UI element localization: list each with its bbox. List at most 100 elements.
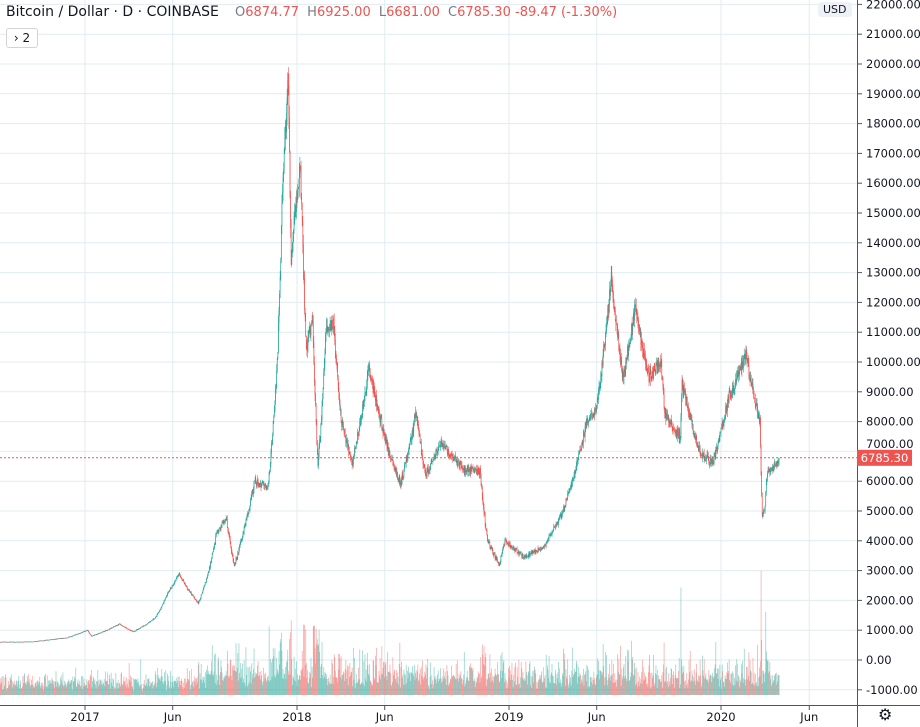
volume-bar <box>246 674 247 695</box>
volume-bar <box>652 675 654 695</box>
candle-body <box>576 459 578 466</box>
volume-bar <box>120 686 121 695</box>
volume-bar <box>356 682 358 695</box>
candle-body <box>720 432 721 433</box>
volume-bar <box>264 674 265 695</box>
candle-body <box>125 627 127 628</box>
candle-body <box>380 416 382 419</box>
candle-body <box>17 642 18 643</box>
candle-body <box>480 468 481 474</box>
volume-bar <box>7 688 9 695</box>
volume-bar <box>177 680 178 695</box>
candle-body <box>276 370 278 385</box>
volume-bar <box>371 685 373 695</box>
candle-body <box>23 641 24 643</box>
volume-bar <box>544 675 546 695</box>
volume-bar <box>357 680 359 695</box>
volume-bar <box>138 681 139 695</box>
volume-bar <box>566 679 568 695</box>
volume-bar <box>103 683 104 695</box>
candle-body <box>441 445 443 447</box>
candle-body <box>37 641 38 642</box>
gear-icon[interactable]: ⚙ <box>878 705 893 724</box>
volume-bar <box>537 688 538 695</box>
volume-bar <box>599 670 601 695</box>
candle-body <box>103 631 104 633</box>
candle-body <box>194 598 196 600</box>
candle-body <box>100 632 102 634</box>
volume-bar <box>195 678 196 695</box>
candle-body <box>648 367 649 373</box>
candle-body <box>279 277 281 294</box>
candle-body <box>243 527 245 533</box>
volume-bar <box>114 688 116 695</box>
candle-body <box>267 486 268 489</box>
candle-body <box>258 483 260 486</box>
candle-body <box>76 634 78 635</box>
candle-body <box>488 541 490 543</box>
volume-bar <box>23 683 24 695</box>
candle-body <box>765 492 767 507</box>
volume-bar <box>272 659 274 695</box>
candle-body <box>359 419 361 422</box>
volume-bar <box>66 687 67 695</box>
volume-bar <box>44 677 46 695</box>
volume-bar <box>607 685 609 695</box>
volume-bar <box>614 673 616 695</box>
candle-body <box>89 633 91 635</box>
volume-bar <box>246 666 248 695</box>
currency-badge[interactable]: USD <box>818 2 852 17</box>
price-axis[interactable]: 22000.0021000.0020000.0019000.0018000.00… <box>857 0 920 697</box>
candle-body <box>164 600 165 602</box>
candle-body <box>403 469 405 477</box>
volume-bar <box>280 639 282 695</box>
volume-bar <box>540 674 542 695</box>
volume-bar <box>387 671 389 695</box>
candle-body <box>712 460 714 463</box>
volume-bar <box>359 684 361 695</box>
candle-body <box>443 444 444 448</box>
candle-body <box>435 450 437 457</box>
candle-body <box>705 459 707 461</box>
candle-body <box>332 320 333 329</box>
candle-body <box>519 552 521 553</box>
volume-bar <box>64 680 66 695</box>
volume-bar <box>7 681 9 695</box>
candle-body <box>143 625 145 627</box>
candle-body <box>178 574 179 577</box>
candle-body <box>275 384 277 389</box>
volume-bar <box>352 686 354 695</box>
volume-bar <box>86 679 88 695</box>
volume-bar <box>172 682 174 695</box>
time-axis[interactable]: 2017 Jun 2018 Jun 2019 Jun 2020 Jun <box>70 705 818 724</box>
candle-body <box>4 641 6 643</box>
candle-body <box>132 631 133 632</box>
candle-body <box>474 467 476 472</box>
volume-bar <box>401 678 403 695</box>
candle-body <box>168 590 170 592</box>
symbol-title[interactable]: Bitcoin / Dollar · D · COINBASE <box>6 4 219 20</box>
indicators-toggle-button[interactable]: › 2 <box>6 28 38 48</box>
candle-body <box>130 630 132 631</box>
candle-body <box>220 527 222 531</box>
candle-body <box>222 522 224 523</box>
candle-body <box>621 359 623 371</box>
volume-bar <box>394 678 396 695</box>
candle-body <box>350 457 352 459</box>
volume-bar <box>65 682 67 695</box>
volume-bar <box>621 679 623 695</box>
candle-body <box>592 414 594 416</box>
candle-body <box>243 532 244 534</box>
candle-body <box>732 382 733 392</box>
candle-body <box>509 542 510 545</box>
candle-body <box>727 396 729 404</box>
candle-body <box>458 460 460 467</box>
candle-body <box>261 481 263 485</box>
volume-bar <box>9 684 10 695</box>
volume-bar <box>771 686 772 695</box>
volume-bar <box>14 685 16 695</box>
candle-body <box>706 454 708 457</box>
volume-bar <box>770 675 772 695</box>
candle-body <box>713 462 714 464</box>
